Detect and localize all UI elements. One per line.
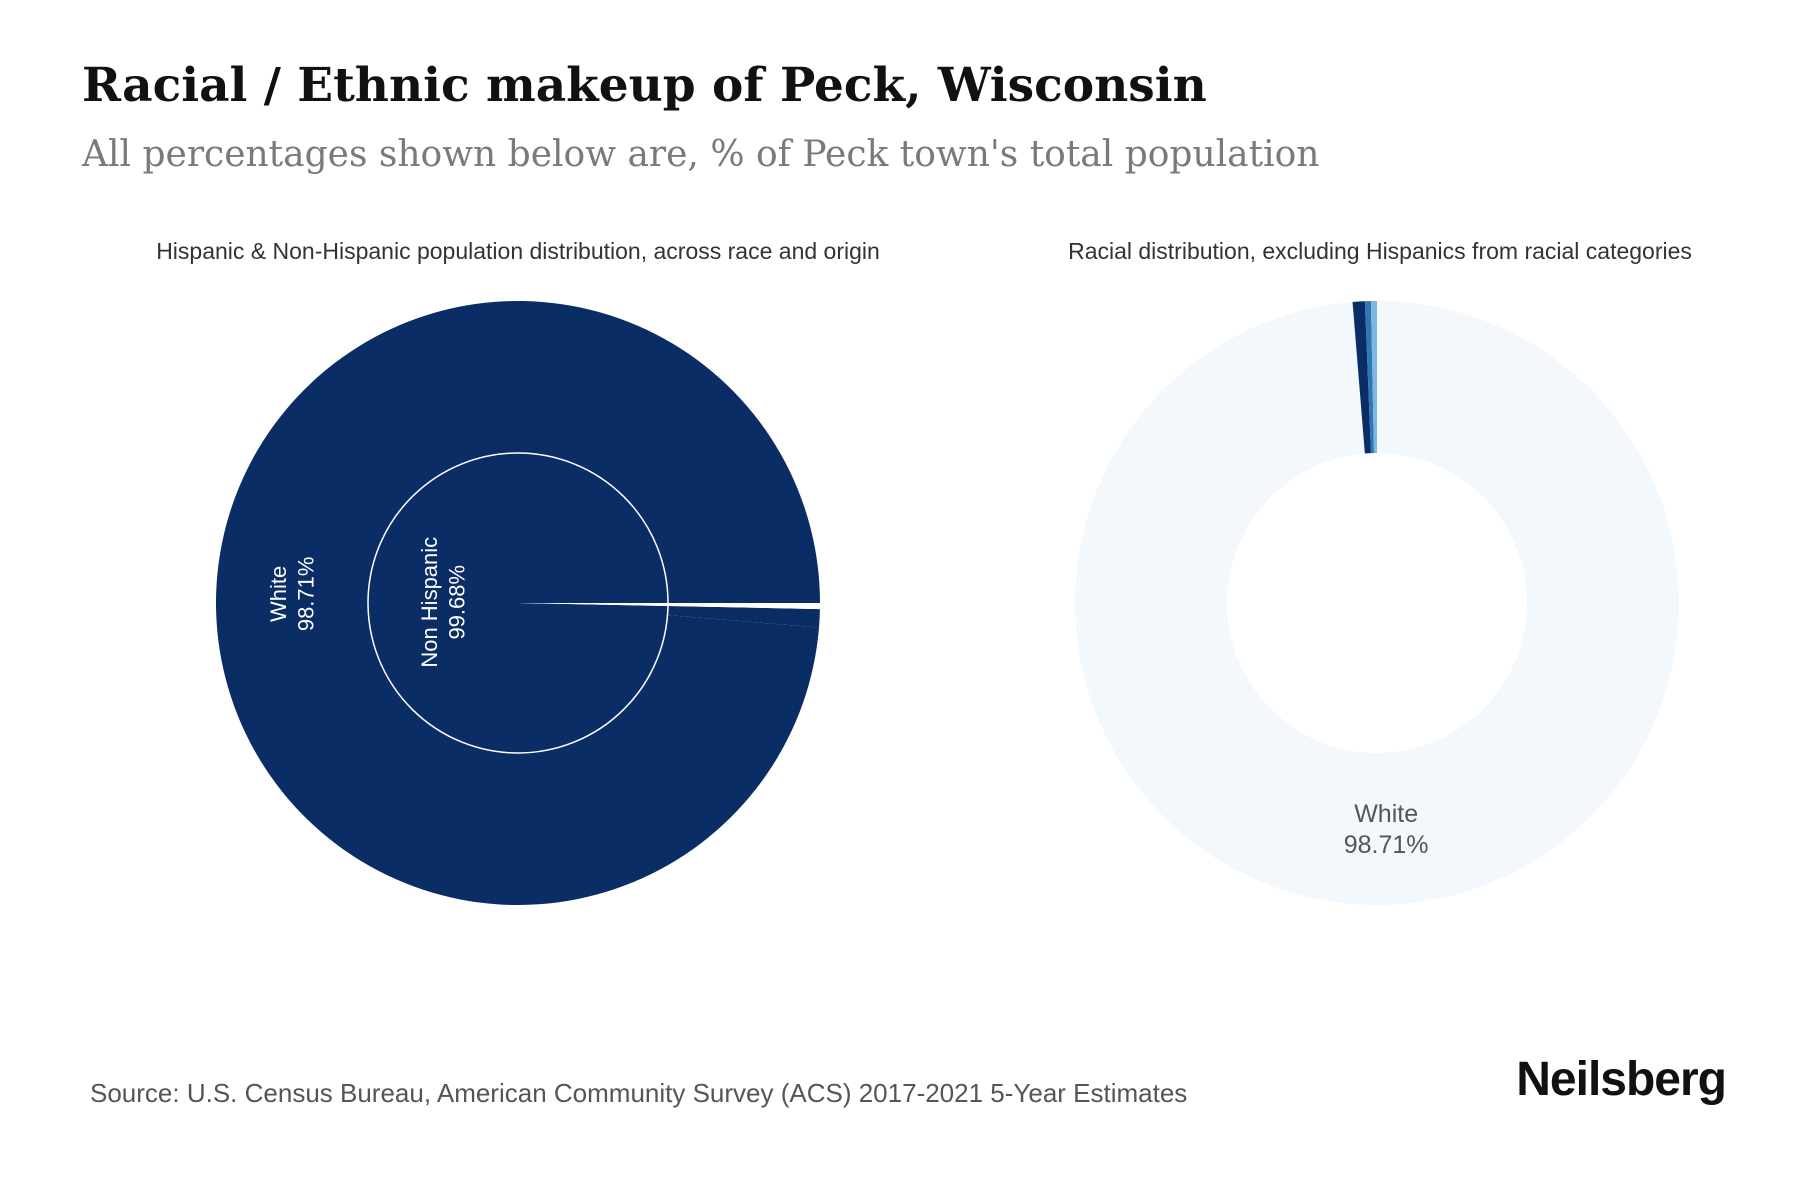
left-inner-slice-0 <box>368 452 669 753</box>
left-outer-label-white: White 98.71% <box>266 557 319 632</box>
right-slice-3 <box>1370 301 1377 454</box>
left-chart-title: Hispanic & Non-Hispanic population distr… <box>156 238 880 264</box>
left-outer-slice-0 <box>216 300 820 905</box>
source-note: Source: U.S. Census Bureau, American Com… <box>90 1078 1188 1108</box>
right-slice-0 <box>1074 301 1679 905</box>
left-inner-slice-1 <box>518 603 668 607</box>
left-inner-ring-border <box>367 452 669 754</box>
left-outer-slice-2 <box>667 603 821 610</box>
brand-logo: Neilsberg <box>1516 1053 1727 1106</box>
left-inner-label-non-hispanic: Non Hispanic 99.68% <box>417 537 470 668</box>
right-slice-1 <box>1352 301 1371 454</box>
right-chart-title: Racial distribution, excluding Hispanics… <box>1068 238 1692 264</box>
right-label-white: White 98.71% <box>1344 800 1429 859</box>
page-title: Racial / Ethnic makeup of Peck, Wisconsi… <box>82 58 1207 113</box>
left-outer-slice-1 <box>667 606 820 628</box>
right-slice-2 <box>1364 301 1374 454</box>
page-subtitle: All percentages shown below are, % of Pe… <box>82 134 1320 175</box>
